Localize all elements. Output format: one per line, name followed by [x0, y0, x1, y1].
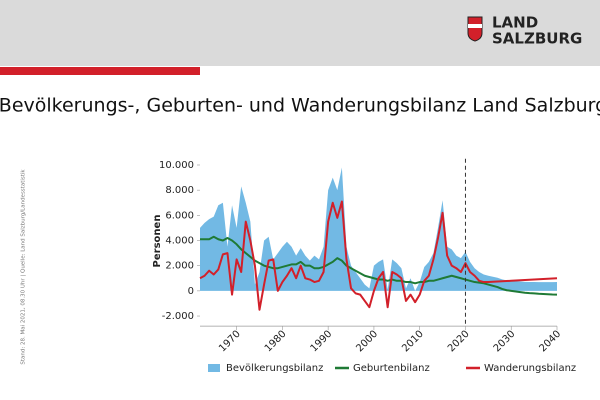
legend-label: Wanderungsbilanz [484, 363, 576, 374]
x-tick-label: 1990 [309, 329, 335, 355]
area [200, 167, 557, 291]
y-tick-label: 6.000 [165, 210, 194, 221]
x-tick-label: 1970 [217, 329, 243, 355]
accent-bar [0, 67, 200, 75]
x-tick-label: 2040 [537, 329, 563, 355]
y-tick-label: -2.000 [162, 311, 194, 322]
y-tick-label: 4.000 [165, 236, 194, 247]
x-tick-label: 2000 [354, 329, 380, 355]
logo: LAND SALZBURG [467, 14, 582, 48]
legend-label: Bevölkerungsbilanz [226, 363, 323, 374]
x-tick-label: 1980 [263, 329, 289, 355]
header-band [0, 0, 600, 66]
line [199, 200, 558, 311]
x-tick-label: 2010 [400, 329, 426, 355]
logo-text: SALZBURG [492, 30, 582, 48]
legend-label: Geburtenbilanz [353, 363, 430, 374]
legend-swatch [208, 364, 220, 372]
y-tick-label: 8.000 [165, 185, 194, 196]
x-tick-label: 2030 [492, 329, 518, 355]
x-tick-label: 2020 [446, 329, 472, 355]
logo-text: LAND [492, 14, 538, 32]
y-tick-label: 0 [188, 286, 194, 297]
source-note: Stand: 28. Mai 2021, 08.30 Uhr | Quelle:… [21, 169, 27, 365]
y-axis-label: Personen [152, 215, 163, 268]
y-tick-label: 10.000 [159, 160, 194, 171]
y-tick-label: 2.000 [165, 261, 194, 272]
chart-title: Bevölkerungs-, Geburten- und Wanderungsb… [0, 95, 600, 117]
